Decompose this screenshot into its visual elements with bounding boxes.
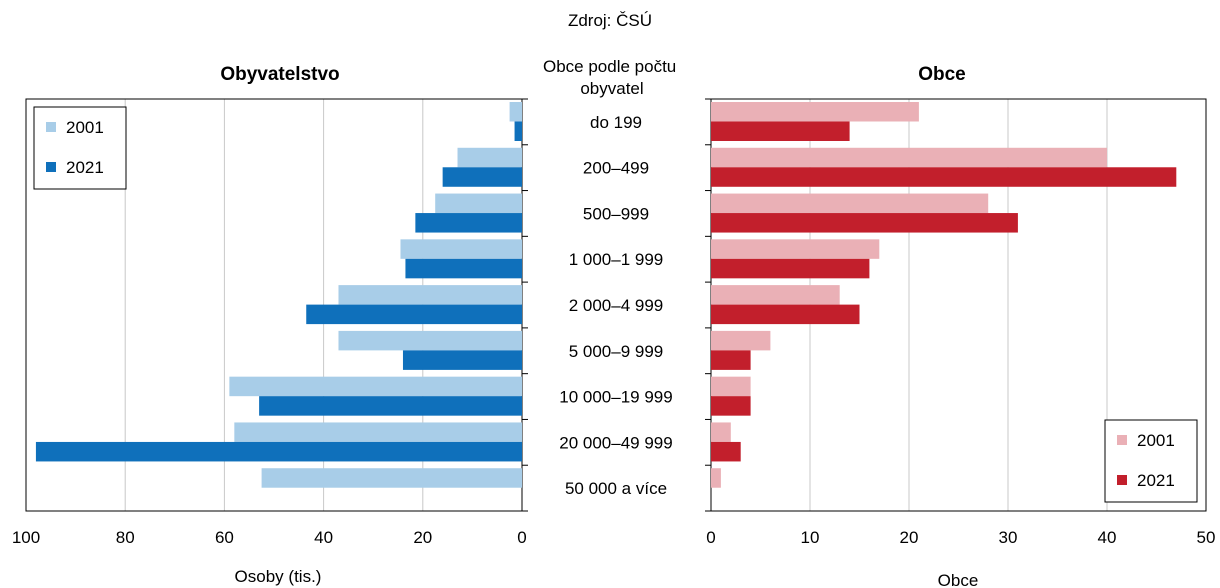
left-bar-2001-4	[338, 285, 522, 305]
right-bar-2001-3	[711, 239, 880, 259]
left-x-axis-label: Osoby (tis.)	[235, 567, 322, 586]
source-note: Zdroj: ČSÚ	[568, 11, 652, 30]
right-bar-2021-6	[711, 396, 751, 416]
right-bar-2021-5	[711, 350, 751, 370]
right-bar-2021-1	[711, 167, 1177, 187]
category-labels: do 199 200–499 500–999 1 000–1 999 2 000–4 9…	[559, 113, 672, 498]
left-bar-2001-7	[234, 422, 522, 442]
right-plot-area: 0 10 20 30 40 50 2001 2021	[705, 98, 1216, 547]
left-bar-2001-2	[435, 193, 522, 214]
category-label: 50 000 a více	[565, 479, 667, 498]
right-bar-2001-4	[711, 285, 840, 305]
right-bar-2001-0	[711, 102, 919, 122]
left-legend-label-2001: 2001	[66, 118, 104, 137]
left-bar-2001-6	[229, 376, 523, 397]
right-bar-2021-0	[711, 121, 850, 141]
right-legend-swatch-2001	[1117, 435, 1127, 445]
category-label: 500–999	[583, 204, 649, 223]
left-bar-2001-1	[457, 147, 522, 168]
left-bar-2021-6	[259, 396, 522, 416]
right-legend-box	[1104, 419, 1198, 503]
right-bar-2021-7	[711, 441, 741, 462]
left-bar-2021-4	[306, 304, 522, 325]
category-label: 5 000–9 999	[569, 342, 664, 361]
left-x-tick-label: 20	[413, 528, 432, 547]
left-legend: 2001 2021	[33, 106, 127, 190]
left-bar-2021-5	[402, 350, 522, 370]
right-x-tick-label: 50	[1197, 528, 1216, 547]
right-bar-2001-5	[711, 330, 771, 351]
right-x-tick-label: 20	[900, 528, 919, 547]
left-legend-swatch-2021	[46, 162, 56, 172]
left-x-tick-label: 60	[215, 528, 234, 547]
right-bar-2001-6	[711, 376, 751, 397]
right-x-tick-label: 10	[801, 528, 820, 547]
right-bar-2001-8	[711, 468, 721, 488]
right-legend-label-2001: 2001	[1137, 431, 1175, 450]
right-bar-2001-2	[711, 193, 989, 214]
left-bar-2021-1	[442, 167, 522, 187]
right-bar-2021-4	[711, 304, 860, 325]
right-bar-2021-3	[711, 258, 870, 279]
right-legend: 2001 2021	[1104, 419, 1198, 503]
left-x-tick-label: 0	[517, 528, 526, 547]
right-x-tick-label: 40	[1098, 528, 1117, 547]
right-bar-2001-1	[711, 147, 1107, 168]
category-label: 10 000–19 999	[559, 388, 672, 407]
category-label: 200–499	[583, 159, 649, 178]
left-x-tick-label: 100	[12, 528, 40, 547]
left-bar-2001-0	[509, 102, 522, 122]
category-label: 20 000–49 999	[559, 433, 672, 452]
left-bar-2001-8	[261, 468, 522, 488]
right-bar-2021-2	[711, 213, 1018, 233]
category-header: Obce podle počtu obyvatel	[543, 57, 681, 98]
left-bar-2021-3	[405, 258, 522, 279]
right-legend-label-2021: 2021	[1137, 471, 1175, 490]
category-label: do 199	[590, 113, 642, 132]
left-legend-swatch-2001	[46, 122, 56, 132]
right-x-tick-label: 30	[999, 528, 1018, 547]
right-x-tick-label: 0	[706, 528, 715, 547]
right-bar-2001-7	[711, 422, 731, 442]
left-chart-title: Obyvatelstvo	[220, 64, 339, 85]
left-bar-2001-5	[338, 330, 522, 351]
left-x-tick-label: 80	[116, 528, 135, 547]
left-bar-2021-2	[415, 213, 522, 233]
left-plot-area: 0 20 40 60 80 100 2001 2021	[12, 98, 528, 547]
left-bar-2021-0	[514, 121, 522, 141]
right-chart-title: Obce	[918, 64, 966, 85]
right-legend-swatch-2021	[1117, 475, 1127, 485]
left-bar-2021-7	[35, 441, 523, 462]
left-bar-2001-3	[400, 239, 522, 259]
left-x-tick-label: 40	[314, 528, 333, 547]
left-legend-box	[33, 106, 127, 190]
left-legend-label-2021: 2021	[66, 158, 104, 177]
category-label: 1 000–1 999	[569, 250, 664, 269]
category-label: 2 000–4 999	[569, 296, 664, 315]
right-x-axis-label: Obce	[938, 571, 979, 588]
